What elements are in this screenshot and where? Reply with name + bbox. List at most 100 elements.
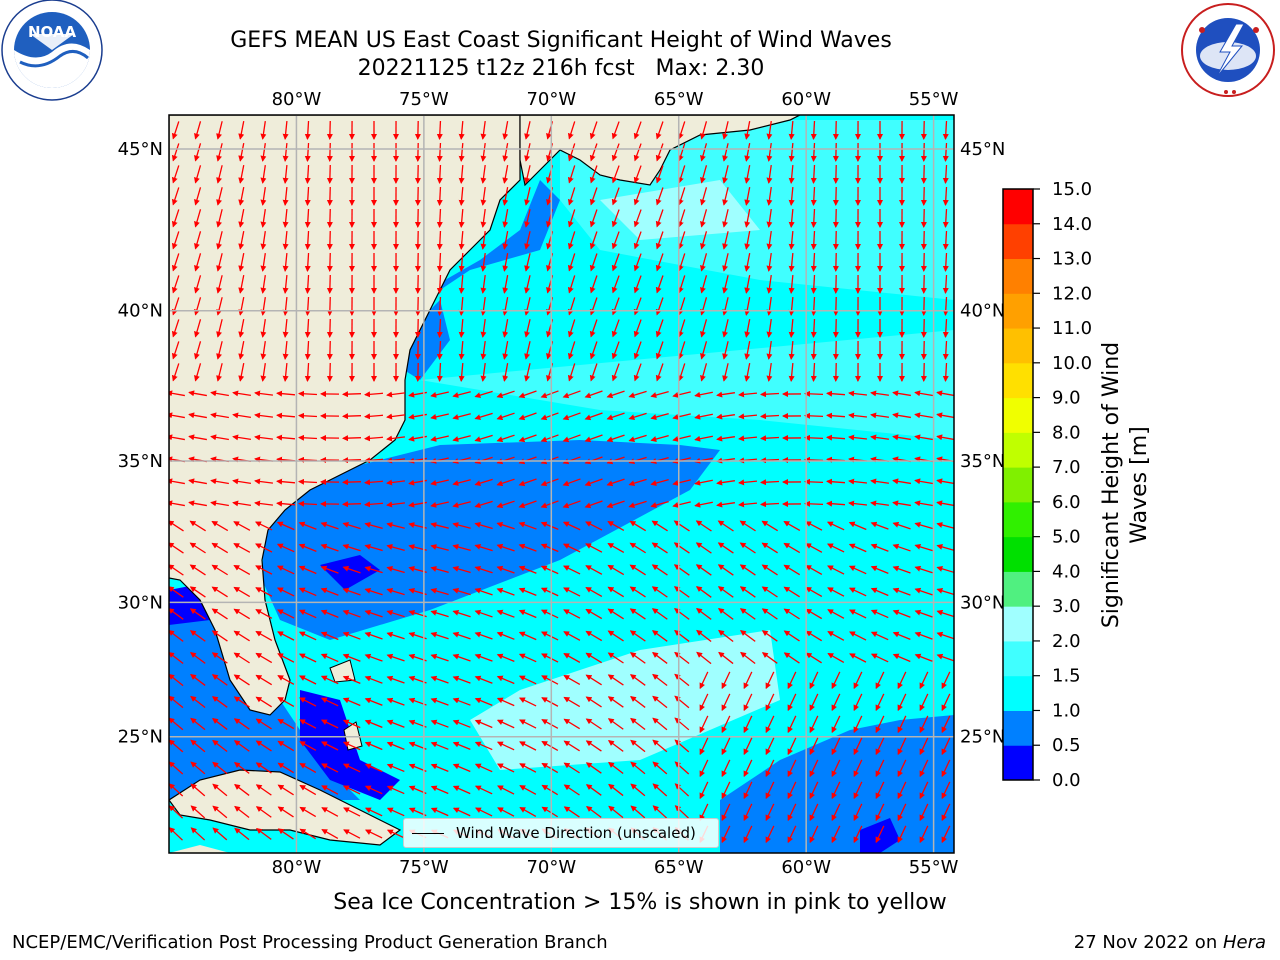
wave-arrow	[260, 187, 267, 206]
wave-arrow	[766, 340, 773, 360]
wave-arrow	[321, 741, 339, 751]
wave-arrow	[458, 274, 465, 294]
wave-arrow	[518, 456, 537, 465]
wave-arrow	[567, 319, 576, 338]
wave-arrow	[563, 565, 581, 575]
wave-arrow	[936, 522, 954, 529]
wave-arrow	[655, 319, 664, 338]
noaa-logo-text: NOAA	[28, 23, 77, 41]
wave-arrow	[696, 651, 712, 665]
rough-area-south-east	[720, 715, 954, 853]
wave-arrow	[169, 717, 184, 731]
wave-arrow	[260, 363, 267, 382]
wave-arrow	[452, 697, 471, 706]
wave-arrow	[342, 653, 361, 662]
wave-arrow	[194, 187, 202, 206]
wave-arrow	[743, 737, 753, 756]
wave-arrow	[584, 478, 603, 487]
wave-arrow	[458, 208, 465, 228]
wave-arrow	[870, 653, 889, 663]
wave-arrow	[364, 719, 383, 728]
wave-arrow	[480, 142, 487, 162]
wave-arrow	[633, 143, 642, 162]
wave-arrow	[848, 412, 868, 419]
wave-arrow	[211, 608, 228, 620]
wave-arrow	[739, 586, 756, 598]
wave-arrow	[761, 608, 778, 620]
wave-arrow	[655, 165, 664, 184]
wave-arrow	[496, 675, 515, 685]
wave-direction-arrows	[169, 120, 954, 844]
wave-arrow	[655, 341, 664, 360]
wave-arrow	[936, 587, 954, 596]
wave-arrow	[897, 715, 907, 734]
wave-arrow	[783, 608, 800, 620]
wave-arrow	[914, 478, 933, 485]
wave-arrow	[541, 697, 559, 707]
wave-arrow	[810, 340, 817, 360]
wave-arrow	[282, 318, 289, 338]
wave-arrow	[673, 608, 690, 620]
wave-arrow	[589, 121, 598, 140]
wave-arrow	[942, 318, 949, 338]
wave-arrow	[452, 587, 471, 596]
wave-arrow	[171, 165, 180, 184]
wave-arrow	[188, 500, 207, 507]
wave-arrow	[326, 208, 333, 228]
wave-arrow	[342, 413, 362, 420]
wave-arrow	[585, 630, 603, 642]
wave-arrow	[342, 479, 362, 486]
wave-arrow	[436, 120, 443, 140]
wave-arrow	[519, 763, 537, 773]
wave-arrow	[326, 142, 333, 162]
wave-arrow	[563, 587, 581, 597]
wave-arrow	[628, 412, 647, 421]
wave-arrow	[474, 522, 493, 530]
wave-arrow	[761, 630, 778, 642]
wave-arrow	[651, 630, 668, 642]
wave-arrow	[364, 501, 384, 508]
wave-arrow	[853, 737, 863, 756]
wave-arrow	[233, 586, 251, 598]
wave-arrow	[255, 521, 273, 531]
wave-arrow	[783, 630, 800, 642]
wave-arrow	[562, 478, 581, 487]
wave-arrow	[298, 565, 317, 575]
wave-arrow	[169, 520, 184, 532]
wave-arrow	[870, 609, 889, 619]
wave-arrow	[386, 631, 405, 640]
wave-arrow	[718, 651, 734, 665]
wave-arrow	[436, 230, 443, 250]
wave-arrow	[364, 479, 384, 486]
wave-arrow	[562, 500, 581, 509]
wave-arrow	[848, 609, 867, 619]
wave-arrow	[502, 363, 509, 382]
wave-arrow	[277, 718, 295, 730]
wave-arrow	[607, 696, 624, 708]
wave-arrow	[474, 785, 493, 795]
wave-arrow	[326, 230, 333, 250]
wave-arrow	[652, 717, 668, 731]
wave-arrow	[740, 651, 756, 664]
wave-arrow	[567, 275, 576, 294]
wave-arrow	[188, 412, 207, 419]
wave-arrow	[744, 121, 751, 140]
wave-arrow	[430, 697, 449, 706]
wave-arrow	[831, 671, 841, 690]
wave-arrow	[875, 737, 885, 756]
wave-arrow	[694, 479, 713, 486]
wave-arrow	[831, 759, 841, 778]
wave-arrow	[783, 586, 800, 598]
wave-arrow	[810, 186, 817, 206]
wave-arrow	[584, 500, 603, 509]
wave-arrow	[875, 671, 885, 690]
wave-arrow	[298, 390, 318, 397]
wave-arrow	[630, 739, 646, 753]
colorbar-tick-label: 9.0	[1052, 388, 1081, 409]
wave-arrow	[788, 164, 795, 184]
wave-arrow	[342, 565, 361, 574]
wave-arrow	[652, 673, 668, 687]
wave-arrow	[194, 363, 202, 382]
wave-arrow	[677, 319, 686, 338]
wave-arrow	[810, 252, 817, 272]
